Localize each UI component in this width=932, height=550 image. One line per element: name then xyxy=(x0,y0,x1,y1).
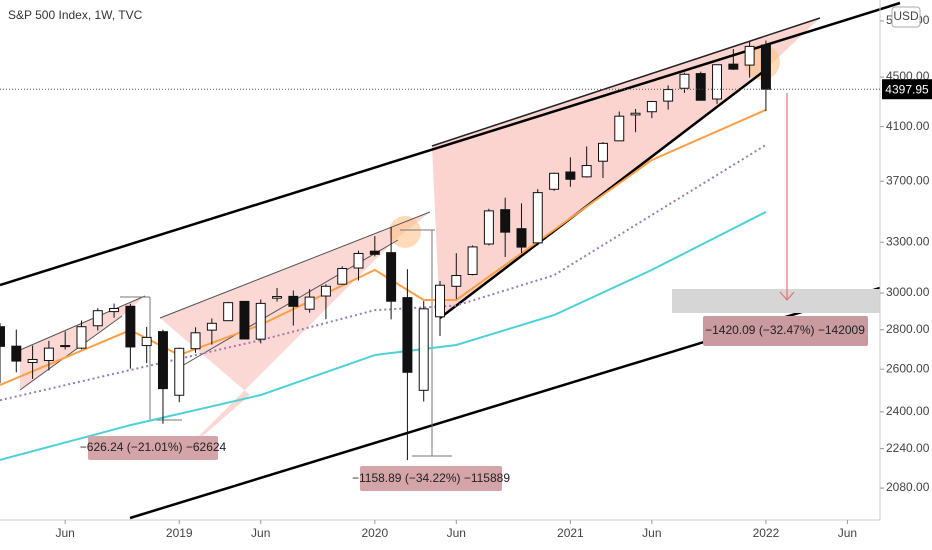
candle-body xyxy=(695,73,706,101)
candle-body xyxy=(60,345,71,348)
currency-label: USD xyxy=(893,9,919,23)
candle-body xyxy=(646,100,657,113)
candle-body xyxy=(532,192,543,244)
x-tick-label: Jun xyxy=(251,526,270,540)
candle-body xyxy=(206,322,217,331)
wedge-line xyxy=(19,295,146,351)
wedge-line xyxy=(159,211,431,319)
candle-body xyxy=(483,210,494,245)
y-tick-label: 3000.00 xyxy=(886,285,930,299)
moving-average xyxy=(0,211,767,461)
measure-label: −626.24 (−21.01%) −62624 xyxy=(80,440,227,454)
x-tick-label: Jun xyxy=(56,526,75,540)
candle-body xyxy=(614,115,625,142)
measure-box xyxy=(88,436,218,460)
candle-body xyxy=(157,331,168,390)
candle-body xyxy=(451,275,462,287)
highlight xyxy=(389,216,421,248)
wedge-line xyxy=(19,315,123,391)
candle-body xyxy=(369,250,380,255)
x-tick-label: 2022 xyxy=(753,526,780,540)
candle-body xyxy=(402,297,413,373)
candle-body xyxy=(125,305,136,348)
measure-box xyxy=(703,316,868,346)
candle-body xyxy=(597,142,608,162)
measure-label: −1420.09 (−32.47%) −142009 xyxy=(705,323,865,337)
candle-body xyxy=(516,228,527,248)
candle-body xyxy=(386,252,397,302)
x-tick-label: 2021 xyxy=(557,526,584,540)
drawings xyxy=(0,1,901,520)
y-tick-label: 2400.00 xyxy=(886,404,930,418)
measure-box xyxy=(360,466,502,491)
candle-body xyxy=(581,165,592,178)
candle-body xyxy=(549,172,560,190)
candle-body xyxy=(27,358,38,363)
candle-body xyxy=(630,112,641,116)
y-tick-label: 3300.00 xyxy=(886,234,930,248)
wedge-fill xyxy=(432,18,820,318)
wedge-line xyxy=(431,17,821,147)
candle-body xyxy=(337,268,348,285)
candle-body xyxy=(728,63,739,70)
candle-body xyxy=(744,45,755,66)
candle-body xyxy=(467,246,478,275)
arrow-head xyxy=(779,291,795,301)
candle-body xyxy=(418,308,429,391)
candle-body xyxy=(255,302,266,340)
candle-body xyxy=(190,332,201,350)
candle-body xyxy=(76,326,87,349)
x-tick-label: 2019 xyxy=(166,526,193,540)
last-price-label: 4397.95 xyxy=(885,82,929,96)
candle-body xyxy=(663,89,674,102)
candle-body xyxy=(174,347,185,396)
wedge-fill xyxy=(160,212,430,460)
candle-body xyxy=(288,295,299,307)
y-tick-label: 2080.00 xyxy=(886,480,930,494)
moving-average xyxy=(0,108,767,386)
candle-body xyxy=(304,296,315,310)
y-tick-label: 2240.00 xyxy=(886,441,930,455)
candle-body xyxy=(239,300,250,340)
target-zone xyxy=(672,289,880,313)
candle-body xyxy=(11,345,22,362)
y-tick-label: 3700.00 xyxy=(886,173,930,187)
currency-badge xyxy=(891,6,921,28)
candle-body xyxy=(500,209,511,233)
last-price-badge xyxy=(882,79,932,100)
candle-body xyxy=(0,326,5,347)
marks xyxy=(0,40,771,461)
candle-body xyxy=(320,285,331,297)
candle-body xyxy=(223,302,234,322)
candle-body xyxy=(43,347,54,361)
x-tick-label: Jun xyxy=(642,526,661,540)
candle-body xyxy=(679,73,690,89)
candle-body xyxy=(565,171,576,180)
y-tick-label: 2600.00 xyxy=(886,361,930,375)
candle-body xyxy=(712,64,723,100)
x-tick-label: Jun xyxy=(838,526,857,540)
candle-body xyxy=(92,310,103,327)
measure-label: −1158.89 (−34.22%) −115889 xyxy=(352,471,510,485)
candle-body xyxy=(435,284,445,318)
candle-body xyxy=(760,44,771,90)
moving-average xyxy=(0,144,767,402)
candle-body xyxy=(141,336,152,347)
candle-body xyxy=(109,307,120,313)
x-tick-label: Jun xyxy=(447,526,466,540)
candle-body xyxy=(272,296,283,299)
y-tick-label: 4100.00 xyxy=(886,119,930,133)
candle-body xyxy=(353,252,364,269)
chart-title: S&P 500 Index, 1W, TVC xyxy=(8,8,143,22)
y-tick-label: 2800.00 xyxy=(886,322,930,336)
x-tick-label: 2020 xyxy=(361,526,388,540)
